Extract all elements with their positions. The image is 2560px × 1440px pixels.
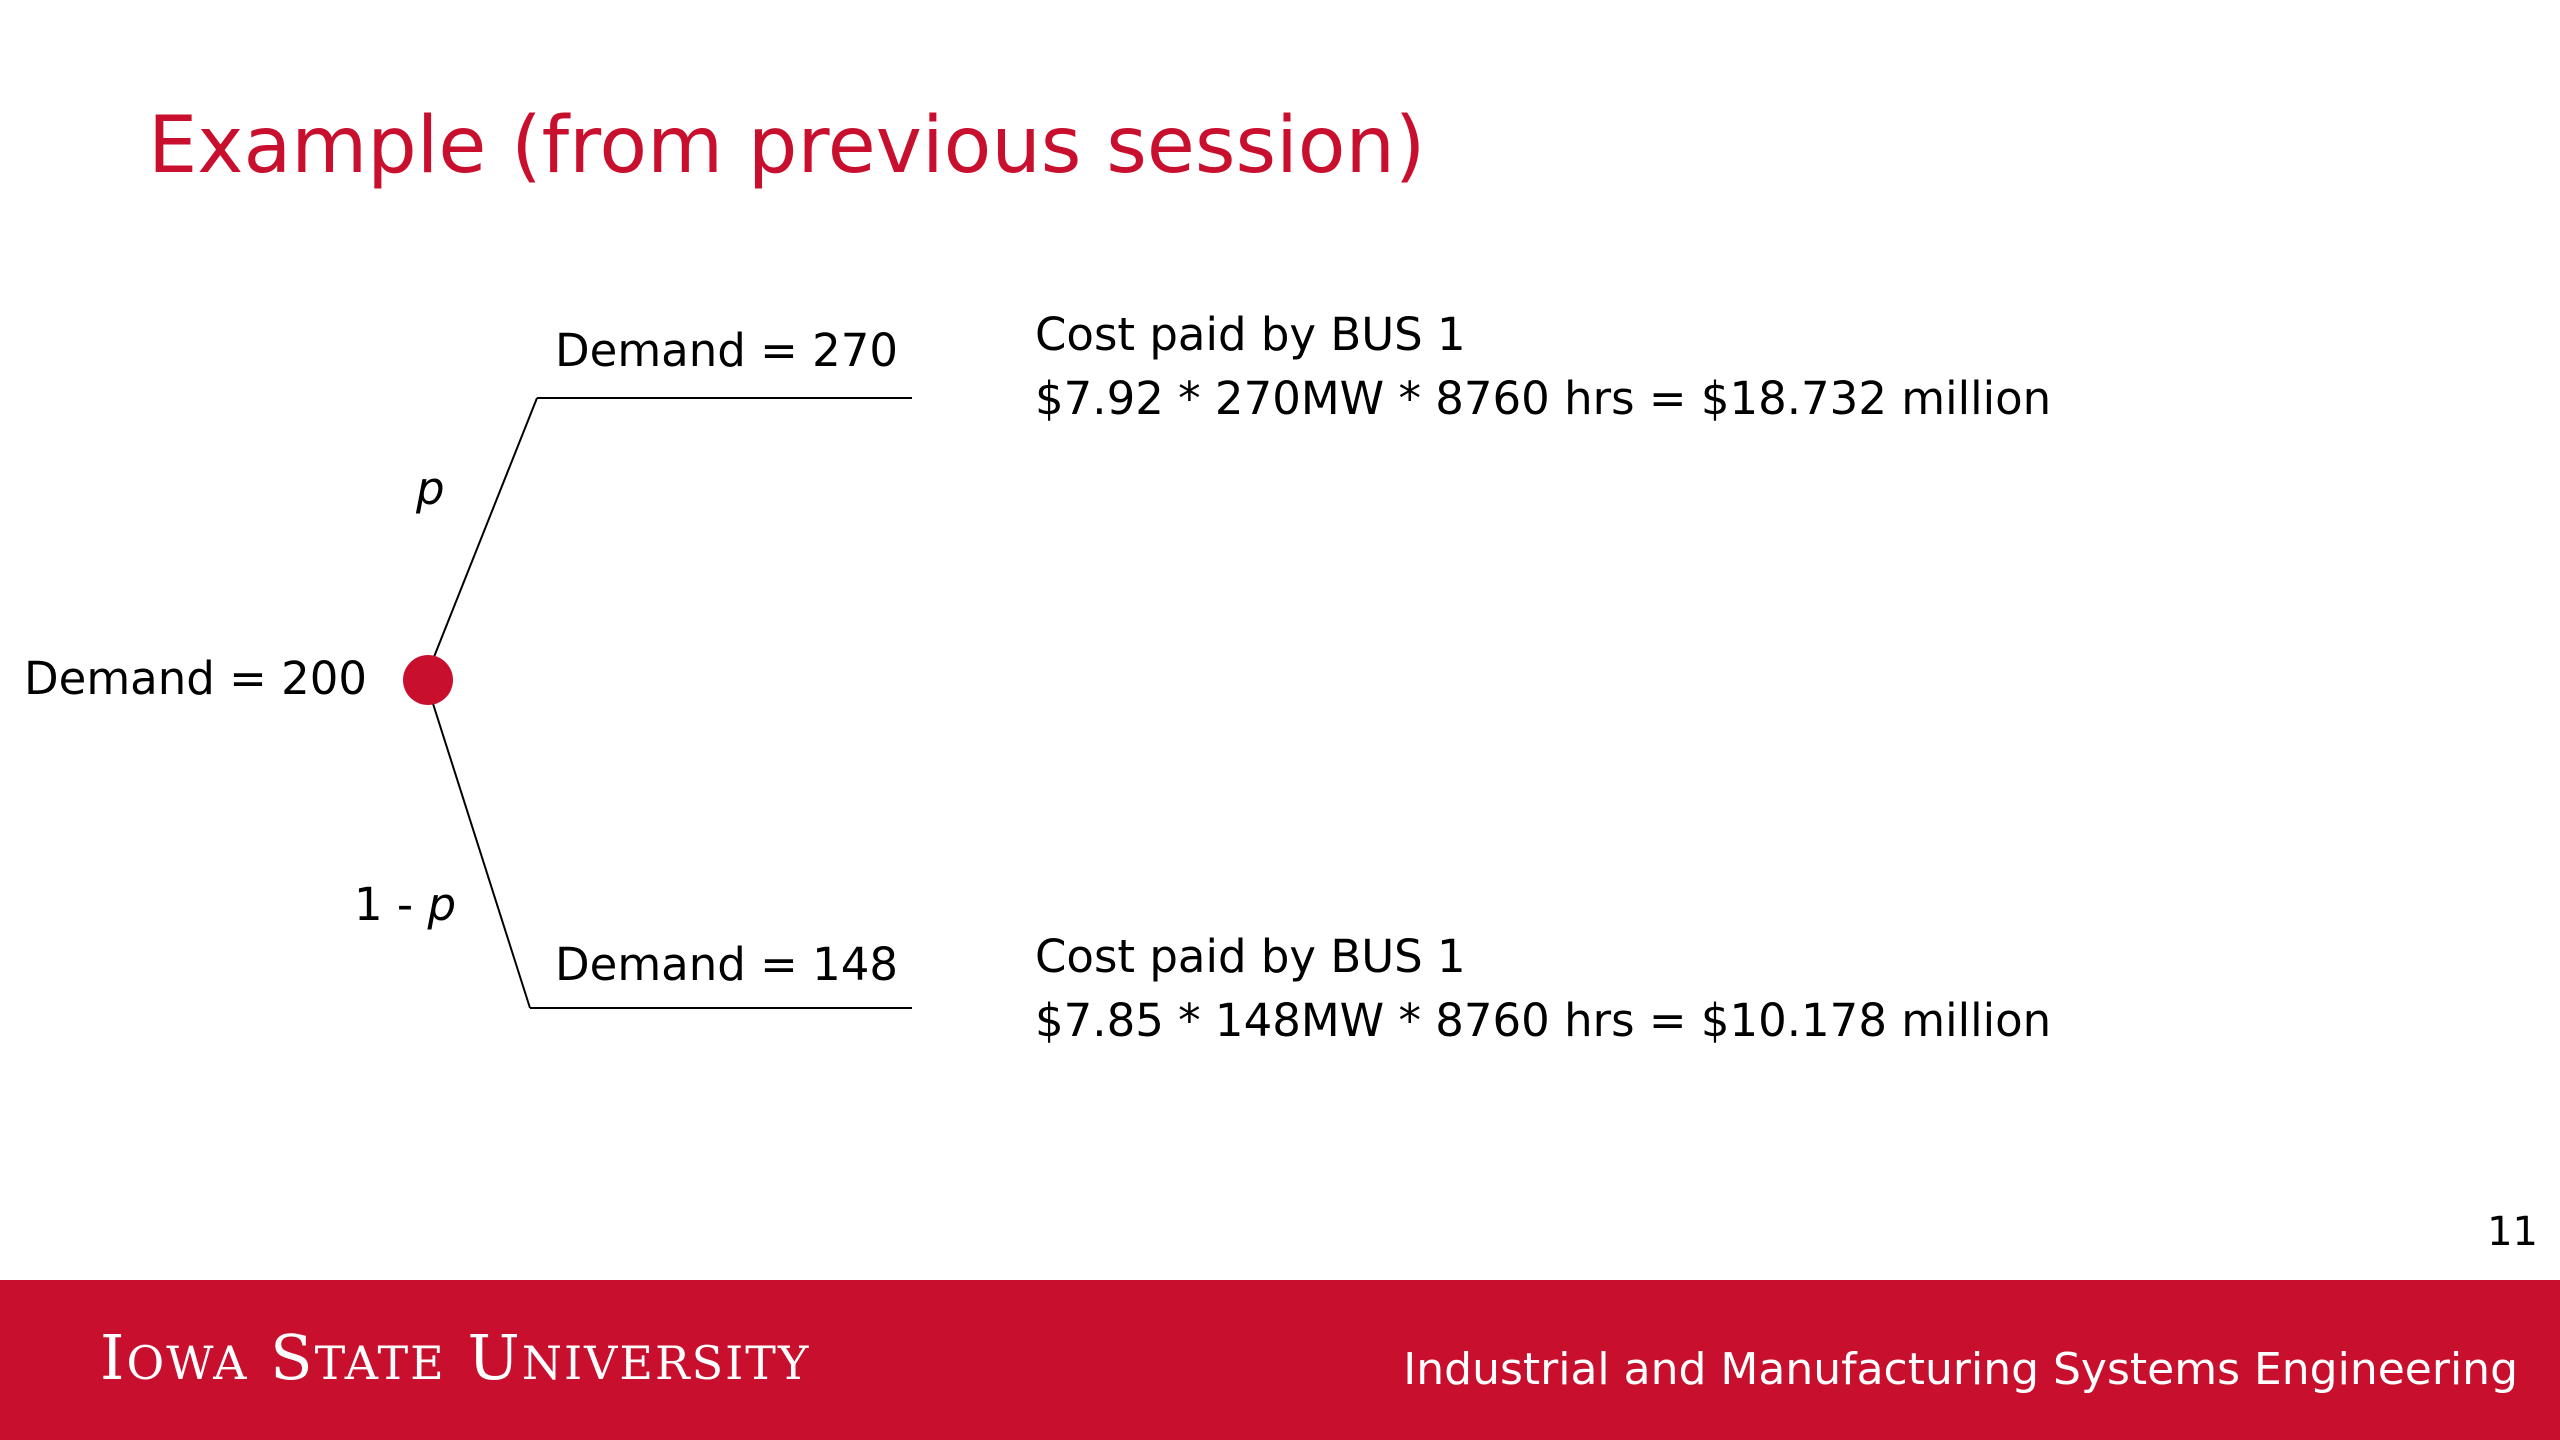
lower-probability-label: 1 - p <box>354 878 456 932</box>
upper-cost-formula: $7.92 * 270MW * 8760 hrs = $18.732 milli… <box>1035 372 2052 425</box>
slide-title: Example (from previous session) <box>148 101 1426 191</box>
lower-demand-label: Demand = 148 <box>555 938 899 991</box>
upper-cost-heading: Cost paid by BUS 1 <box>1035 308 1466 361</box>
footer-bar: IOWA STATE UNIVERSITY Industrial and Man… <box>0 1280 2560 1440</box>
department-name: Industrial and Manufacturing Systems Eng… <box>1403 1344 2518 1395</box>
upper-branch-line <box>427 397 538 673</box>
lower-cost-heading: Cost paid by BUS 1 <box>1035 930 1466 983</box>
chance-node <box>403 655 453 705</box>
lower-cost-formula: $7.85 * 148MW * 8760 hrs = $10.178 milli… <box>1035 994 2052 1047</box>
lower-probability-prefix: 1 - <box>354 878 428 931</box>
lower-branch-line <box>427 687 531 1009</box>
root-demand-label: Demand = 200 <box>24 652 368 705</box>
page-number: 11 <box>2487 1209 2538 1255</box>
decision-tree <box>403 397 912 1009</box>
upper-demand-label: Demand = 270 <box>555 324 899 377</box>
lower-probability-var: p <box>427 878 457 931</box>
university-logo: IOWA STATE UNIVERSITY <box>100 1321 811 1394</box>
upper-probability-label: p <box>416 462 445 515</box>
